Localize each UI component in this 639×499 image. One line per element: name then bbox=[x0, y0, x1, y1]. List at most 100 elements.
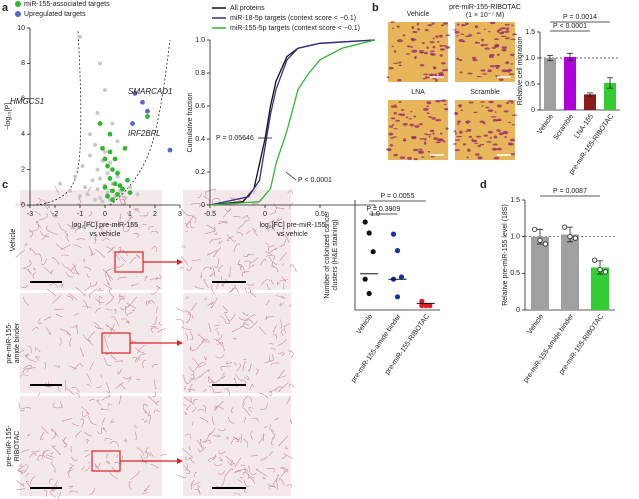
tissue-fiber bbox=[147, 414, 151, 425]
tissue-fiber bbox=[268, 256, 277, 266]
tissue-fiber bbox=[22, 259, 32, 269]
tissue-fiber bbox=[185, 230, 188, 232]
tissue-fiber bbox=[214, 401, 224, 411]
tissue-fiber bbox=[236, 264, 245, 274]
point bbox=[102, 184, 108, 190]
cell bbox=[388, 125, 394, 128]
cdf-line bbox=[209, 39, 376, 206]
tissue-fiber bbox=[280, 468, 289, 478]
tissue-fiber bbox=[105, 307, 113, 311]
replicate-point bbox=[567, 234, 573, 240]
cell bbox=[488, 100, 494, 104]
tissue-fiber bbox=[86, 373, 92, 382]
tissue-fiber bbox=[184, 456, 194, 460]
cell bbox=[476, 42, 481, 44]
tissue-fiber bbox=[247, 283, 254, 286]
tissue-fiber bbox=[79, 418, 85, 428]
tissue-fiber bbox=[33, 267, 36, 271]
tissue-fiber bbox=[241, 271, 250, 277]
row-label: pre-miR-155- bbox=[6, 425, 13, 467]
tissue-fiber bbox=[271, 362, 280, 366]
cell bbox=[465, 120, 471, 124]
row-label: amide binder bbox=[14, 322, 21, 363]
cell bbox=[459, 71, 463, 74]
tissue-fiber bbox=[52, 402, 63, 409]
cell bbox=[419, 51, 425, 54]
tissue-fiber bbox=[230, 437, 239, 445]
tissue-fiber bbox=[88, 210, 93, 217]
tissue-fiber bbox=[253, 230, 258, 236]
tissue-fiber bbox=[264, 355, 271, 364]
tissue-fiber bbox=[222, 305, 228, 314]
tissue-fiber bbox=[270, 348, 276, 351]
tissue-fiber bbox=[117, 368, 122, 375]
tissue-fiber bbox=[75, 324, 78, 335]
tissue-fiber bbox=[46, 225, 58, 236]
tissue-fiber bbox=[205, 188, 216, 193]
tissue-fiber bbox=[65, 387, 75, 396]
p-value: P = 0.0014 bbox=[563, 14, 597, 21]
cell bbox=[511, 114, 518, 116]
x-tick-label: Vehicle bbox=[356, 313, 375, 336]
tissue-fiber bbox=[221, 372, 226, 379]
tissue-fiber bbox=[51, 269, 54, 274]
tissue-fiber bbox=[44, 316, 52, 321]
point bbox=[115, 174, 120, 179]
tissue-fiber bbox=[51, 445, 61, 455]
cell bbox=[440, 24, 445, 27]
cell bbox=[429, 73, 435, 77]
y-tick-label: 4 bbox=[21, 131, 25, 138]
x-axis-label: log₂[FC] pre-miR-155 bbox=[259, 222, 325, 229]
tissue-fiber bbox=[68, 366, 77, 370]
cell bbox=[399, 156, 406, 159]
cell bbox=[476, 75, 482, 78]
threshold-curve bbox=[35, 29, 82, 206]
point bbox=[366, 290, 372, 297]
y-axis-label: clusters (H&E staining) bbox=[332, 219, 339, 290]
cell bbox=[423, 73, 429, 76]
tissue-fiber bbox=[80, 406, 90, 415]
tissue-fiber bbox=[139, 212, 149, 217]
cell bbox=[432, 66, 437, 70]
tissue-fiber bbox=[83, 431, 92, 437]
x-axis-label: vs vehicle bbox=[277, 231, 308, 238]
cell bbox=[454, 111, 459, 116]
tissue-fiber bbox=[44, 490, 47, 497]
point bbox=[100, 145, 105, 151]
tissue-fiber bbox=[189, 367, 195, 374]
y-tick-label: 0.5 bbox=[510, 270, 520, 277]
cell bbox=[453, 130, 457, 133]
tissue-fiber bbox=[242, 311, 249, 316]
tissue-fiber bbox=[150, 463, 159, 469]
tissue-fiber bbox=[240, 433, 242, 443]
point bbox=[423, 303, 429, 309]
y-axis-label: Cumulative fraction bbox=[187, 92, 194, 152]
cell bbox=[403, 138, 406, 142]
cell bbox=[411, 25, 415, 30]
tissue-fiber bbox=[283, 233, 290, 243]
tissue-fiber bbox=[67, 224, 76, 230]
tissue-fiber bbox=[66, 467, 73, 473]
cell bbox=[504, 30, 510, 34]
error-bar bbox=[547, 55, 553, 61]
y-tick-label: 1.5 bbox=[510, 197, 520, 204]
x-tick-label: 1 bbox=[128, 211, 132, 218]
tissue-fiber bbox=[102, 222, 108, 229]
tissue-fiber bbox=[270, 429, 276, 436]
cell bbox=[396, 39, 403, 43]
cell bbox=[443, 140, 446, 143]
tissue-fiber bbox=[179, 267, 185, 271]
cell bbox=[439, 44, 443, 47]
cell bbox=[435, 119, 442, 122]
tissue-fiber bbox=[118, 395, 122, 405]
tissue-fiber bbox=[64, 232, 69, 237]
tissue-fiber bbox=[88, 398, 95, 402]
tissue-fiber bbox=[109, 289, 114, 298]
tissue-fiber bbox=[214, 405, 217, 410]
tissue-fiber bbox=[118, 293, 126, 297]
cell bbox=[421, 42, 425, 45]
tissue-fiber bbox=[219, 457, 223, 462]
tissue-fiber bbox=[66, 266, 74, 275]
cell bbox=[506, 101, 510, 105]
tissue-fiber bbox=[229, 285, 237, 293]
